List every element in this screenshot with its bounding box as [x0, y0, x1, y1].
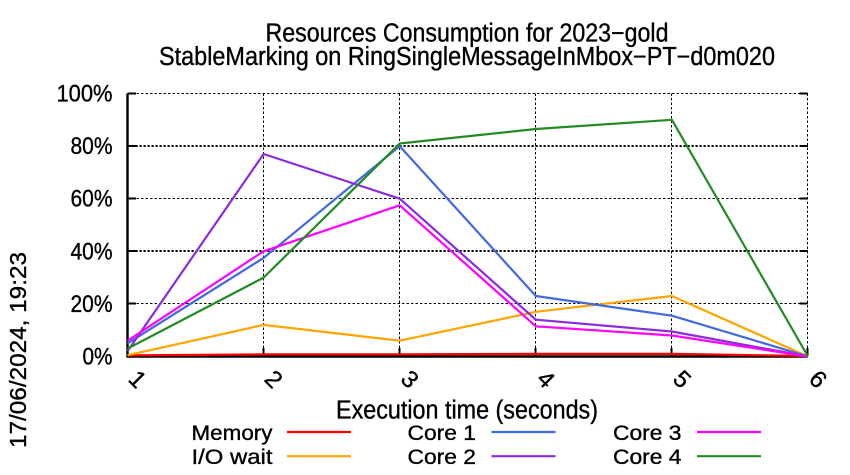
svg-text:20%: 20% [71, 291, 113, 318]
svg-text:1: 1 [123, 365, 152, 394]
svg-text:4: 4 [531, 365, 560, 394]
svg-text:3: 3 [395, 365, 424, 394]
svg-text:40%: 40% [71, 238, 113, 265]
svg-text:Execution time (seconds): Execution time (seconds) [336, 397, 598, 425]
svg-text:Core 4: Core 4 [613, 446, 682, 469]
svg-text:60%: 60% [71, 186, 113, 213]
svg-text:Core 2: Core 2 [408, 446, 477, 469]
svg-text:5: 5 [667, 365, 696, 394]
svg-text:0%: 0% [83, 344, 113, 371]
svg-text:Core 1: Core 1 [408, 422, 477, 445]
svg-text:Resources Consumption for 2023: Resources Consumption for 2023−gold [266, 20, 669, 48]
svg-text:100%: 100% [57, 81, 113, 108]
svg-text:Memory: Memory [192, 422, 274, 445]
svg-text:Core 3: Core 3 [613, 422, 682, 445]
svg-text:2: 2 [259, 365, 288, 394]
svg-text:6: 6 [803, 365, 832, 394]
svg-text:I/O wait: I/O wait [192, 446, 273, 469]
svg-text:StableMarking on RingSingleMes: StableMarking on RingSingleMessageInMbox… [159, 43, 775, 71]
svg-text:17/06/2024, 19:23: 17/06/2024, 19:23 [5, 252, 31, 448]
svg-text:80%: 80% [71, 133, 113, 160]
